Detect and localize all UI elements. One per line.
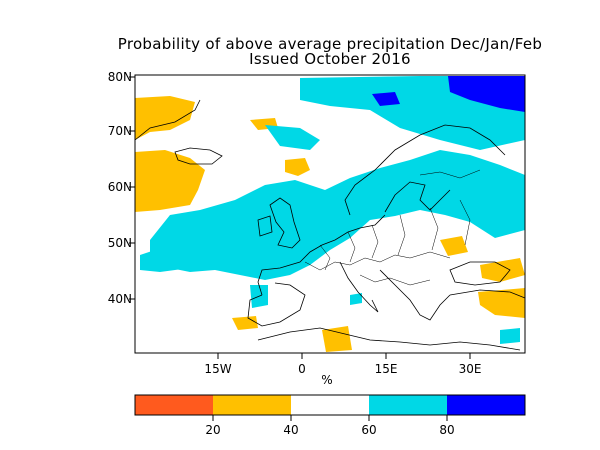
region-high-norwegian (265, 125, 320, 150)
region-low-turkey (440, 236, 468, 256)
region-high-atlantic-strip (140, 245, 200, 272)
colorbar-label-20: 20 (205, 423, 221, 437)
border-3 (347, 231, 356, 263)
borders (304, 169, 481, 286)
colorbar-label-60: 60 (361, 423, 377, 437)
coast-scandinavia (344, 124, 506, 216)
coast-ireland (257, 215, 273, 237)
coast-baltic (384, 181, 451, 213)
region-high-small (350, 293, 362, 305)
lat-label-60n: 60N (107, 180, 132, 194)
lon-label-0: 0 (298, 362, 306, 376)
region-very-high-arctic (448, 76, 525, 112)
map-title: Probability of above average precipitati… (117, 35, 543, 53)
coast-continent (257, 214, 386, 296)
region-low-east-2 (478, 288, 525, 318)
colorbar-label-80: 80 (439, 423, 455, 437)
coastlines (134, 99, 526, 351)
border-2 (319, 244, 331, 271)
unit-label: % (321, 373, 333, 387)
region-very-high-arctic-2 (372, 92, 400, 106)
border-9 (419, 169, 481, 179)
map-frame (134, 74, 526, 354)
lon-label-15e: 15E (374, 362, 398, 376)
region-low-east (480, 258, 525, 282)
coast-turkey (449, 289, 526, 299)
coast-italy (339, 261, 379, 313)
region-high-main (150, 150, 525, 280)
border-8 (359, 274, 431, 286)
lon-label-15w: 15W (204, 362, 232, 376)
lon-ticks (217, 353, 471, 359)
region-low-west-atlantic-2 (135, 150, 205, 212)
region-low-africa (322, 326, 352, 352)
region-high-east-small (500, 328, 520, 344)
coast-balkans (379, 269, 451, 321)
region-low-iberia (232, 316, 258, 330)
lat-label-80n: 80N (107, 70, 132, 84)
colorbar-frame (134, 394, 526, 416)
map-plot (129, 74, 526, 359)
region-low-west-atlantic (135, 96, 195, 140)
coast-greenland (134, 99, 201, 141)
coast-iberia (247, 282, 306, 327)
coast-britain (269, 197, 301, 249)
lat-label-40n: 40N (107, 292, 132, 306)
lon-label-30e: 30E (458, 362, 482, 376)
lat-label-50n: 50N (107, 236, 132, 250)
coast-black-sea (449, 261, 511, 286)
coast-iceland (174, 147, 223, 165)
lat-label-70n: 70N (107, 124, 132, 138)
border-7 (459, 199, 471, 246)
colorbar-label-40: 40 (283, 423, 299, 437)
probability-shading (135, 76, 525, 352)
border-4 (371, 224, 379, 259)
coast-africa (257, 327, 521, 351)
colorbar-segment-20-40 (213, 395, 291, 415)
lat-ticks (129, 76, 135, 300)
map-subtitle: Issued October 2016 (249, 50, 411, 68)
border-1 (304, 251, 451, 271)
border-5 (397, 214, 406, 256)
region-low-iceland (285, 158, 310, 176)
border-6 (429, 207, 439, 251)
colorbar-segment-40-60 (291, 395, 369, 415)
colorbar-segment-80-100 (447, 395, 525, 415)
colorbar (134, 394, 526, 421)
colorbar-segment-60-80 (369, 395, 447, 415)
colorbar-segment-0-20 (135, 395, 213, 415)
